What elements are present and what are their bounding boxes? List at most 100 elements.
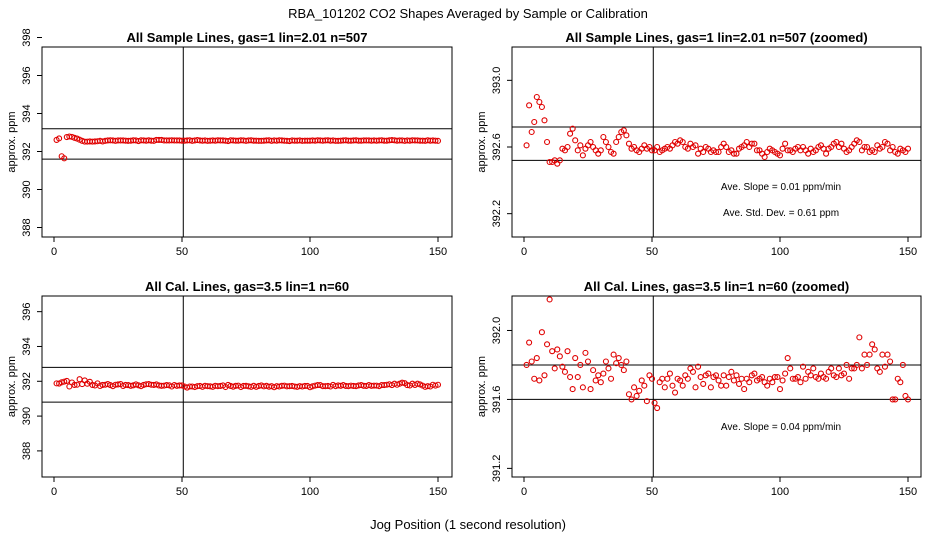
- data-point: [848, 365, 855, 372]
- y-tick-label: 392: [21, 372, 33, 390]
- y-tick-label: 394: [21, 104, 33, 122]
- data-point: [712, 148, 720, 156]
- data-point: [605, 365, 612, 372]
- data-point: [876, 368, 883, 375]
- data-point: [533, 355, 540, 362]
- data-point: [766, 375, 773, 382]
- data-point: [590, 367, 597, 374]
- data-point: [579, 384, 586, 391]
- shared-x-axis-label: Jog Position (1 second resolution): [370, 517, 566, 532]
- main-title: RBA_101202 CO2 Shapes Averaged by Sample…: [288, 6, 648, 21]
- data-point: [687, 365, 694, 372]
- data-point: [538, 329, 545, 336]
- data-point: [582, 349, 589, 356]
- data-point: [579, 152, 586, 159]
- data-point: [600, 133, 607, 141]
- data-point: [815, 375, 822, 382]
- data-point: [751, 370, 758, 377]
- data-point: [528, 128, 535, 136]
- x-tick-label: 100: [301, 486, 319, 498]
- data-point: [661, 384, 668, 391]
- data-point: [546, 158, 553, 166]
- data-point: [533, 93, 540, 101]
- data-point: [874, 365, 881, 372]
- data-point: [761, 153, 768, 161]
- data-point: [735, 380, 743, 387]
- data-point: [904, 396, 912, 403]
- x-tick-label: 150: [899, 486, 917, 498]
- data-point: [733, 372, 740, 379]
- data-point: [802, 375, 809, 382]
- data-point: [776, 386, 784, 393]
- panel-annotation: Ave. Std. Dev. = 0.61 ppm: [723, 208, 839, 219]
- data-point: [561, 368, 569, 375]
- data-point: [784, 147, 791, 154]
- plot-frame: [41, 46, 453, 238]
- x-tick-label: 0: [51, 246, 57, 258]
- data-point: [584, 358, 592, 365]
- data-point: [572, 137, 579, 144]
- data-point: [543, 138, 551, 146]
- y-tick-label: 398: [21, 28, 33, 46]
- data-point: [574, 373, 581, 381]
- data-point: [602, 138, 609, 146]
- panel-title: All Sample Lines, gas=1 lin=2.01 n=507: [127, 30, 368, 45]
- data-point: [671, 389, 679, 396]
- data-point: [856, 138, 863, 146]
- data-point: [723, 143, 730, 151]
- y-tick-label: 396: [21, 66, 33, 84]
- data-point: [526, 102, 533, 109]
- data-point: [556, 157, 563, 164]
- data-point: [643, 398, 650, 405]
- data-point: [615, 355, 622, 362]
- data-point: [526, 339, 533, 346]
- data-point: [543, 341, 551, 348]
- data-point: [805, 368, 812, 375]
- data-point: [887, 358, 894, 365]
- data-point: [572, 355, 579, 362]
- data-point: [789, 375, 796, 382]
- data-point: [679, 382, 686, 389]
- data-point: [114, 381, 122, 388]
- data-point: [605, 143, 612, 151]
- x-tick-label: 150: [429, 486, 447, 498]
- y-tick-label: 388: [21, 442, 33, 460]
- data-point: [434, 137, 442, 144]
- data-point: [894, 150, 901, 157]
- data-point: [861, 143, 868, 151]
- data-point: [730, 150, 737, 157]
- data-point: [902, 392, 909, 400]
- data-point: [71, 134, 78, 141]
- data-point: [554, 346, 561, 353]
- data-point: [892, 396, 899, 403]
- x-tick-label: 100: [771, 486, 789, 498]
- x-tick-label: 150: [899, 246, 917, 258]
- data-point: [559, 363, 566, 370]
- y-axis-label: approx. ppm: [476, 111, 488, 172]
- data-point: [587, 138, 594, 146]
- data-point: [684, 145, 691, 152]
- plot-frame: [511, 295, 922, 478]
- data-point: [828, 365, 835, 372]
- y-tick-label: 391.2: [491, 455, 503, 483]
- data-point: [741, 386, 748, 393]
- y-tick-label: 396: [21, 302, 33, 320]
- data-point: [825, 368, 832, 375]
- plot-frame: [41, 295, 453, 478]
- data-point: [807, 372, 814, 379]
- data-point: [569, 125, 576, 132]
- data-point: [761, 379, 768, 386]
- x-tick-label: 100: [771, 246, 789, 258]
- y-tick-label: 392: [21, 142, 33, 160]
- data-point: [718, 382, 725, 389]
- data-point: [656, 379, 663, 386]
- data-points: [523, 93, 912, 167]
- data-point: [669, 382, 676, 389]
- data-point: [536, 98, 543, 106]
- data-point: [889, 143, 896, 151]
- data-point: [556, 353, 563, 360]
- data-point: [856, 334, 863, 341]
- data-points: [53, 376, 442, 391]
- data-point: [733, 150, 740, 157]
- data-point: [884, 351, 891, 358]
